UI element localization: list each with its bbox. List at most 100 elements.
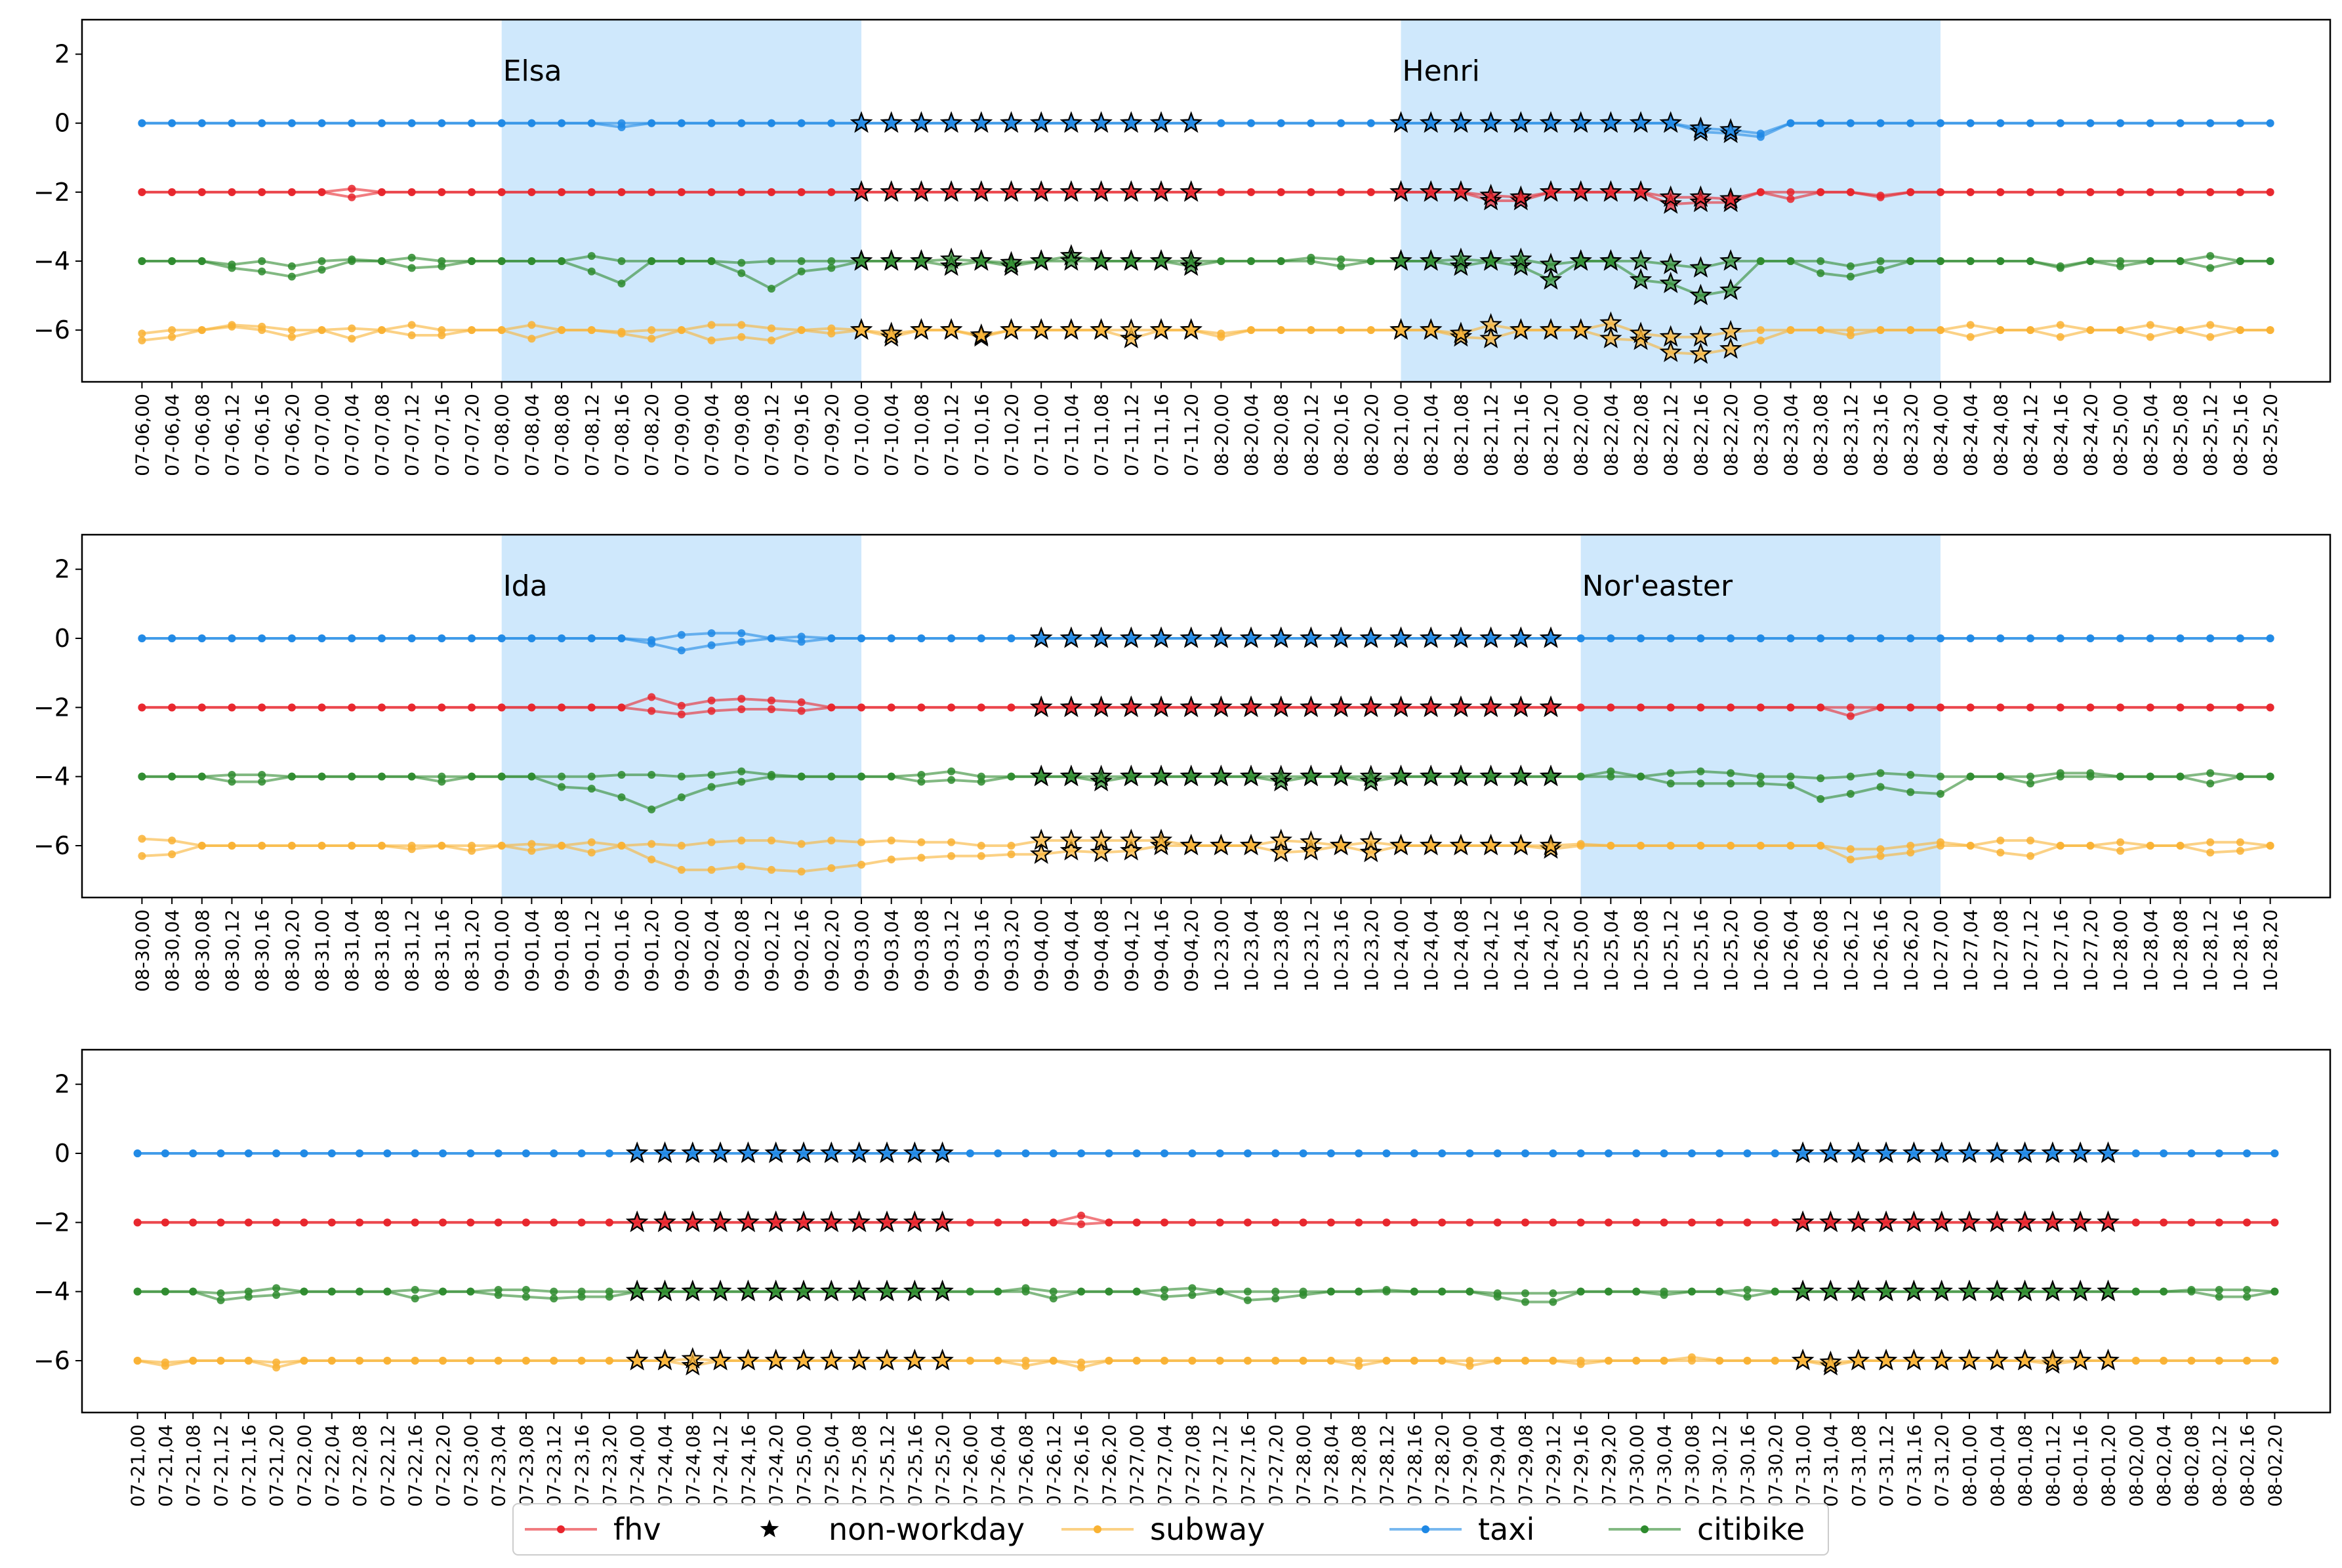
nonworkday-star xyxy=(1449,111,1473,133)
x-tick-label: 08-31,04 xyxy=(341,909,363,992)
data-point xyxy=(827,324,836,333)
x-tick-label: 09-03,04 xyxy=(881,909,903,992)
data-point xyxy=(356,1287,364,1296)
data-point xyxy=(577,1218,586,1227)
data-point xyxy=(466,1357,475,1365)
data-point xyxy=(1687,1287,1696,1296)
data-point xyxy=(737,629,746,638)
data-point xyxy=(1077,1358,1086,1367)
data-point xyxy=(827,257,836,265)
data-point xyxy=(1576,634,1585,642)
data-point xyxy=(1493,1289,1502,1298)
data-point xyxy=(1549,1149,1557,1157)
data-point xyxy=(2176,257,2185,265)
data-point xyxy=(1876,192,1885,200)
x-tick-label: 09-01,12 xyxy=(581,909,603,992)
data-point xyxy=(966,1218,974,1227)
data-point xyxy=(966,1357,974,1365)
data-point xyxy=(1337,262,1346,270)
nonworkday-star xyxy=(1029,180,1053,202)
data-point xyxy=(737,321,746,329)
data-point xyxy=(1188,1218,1197,1227)
nonworkday-star xyxy=(1510,185,1532,207)
nonworkday-star xyxy=(1510,695,1532,718)
data-point xyxy=(857,860,866,869)
nonworkday-star xyxy=(850,318,873,340)
nonworkday-star xyxy=(1359,764,1383,787)
nonworkday-star xyxy=(1090,111,1113,133)
data-point xyxy=(527,321,536,329)
x-tick-label: 07-11,00 xyxy=(1031,394,1052,476)
nonworkday-star xyxy=(1719,278,1742,300)
x-tick-label: 07-24,12 xyxy=(710,1424,731,1507)
nonworkday-star xyxy=(1449,695,1473,718)
data-point xyxy=(2270,1149,2279,1157)
data-point xyxy=(2026,119,2035,127)
x-tick-label: 07-28,20 xyxy=(1431,1424,1453,1507)
data-point xyxy=(161,1358,169,1367)
legend-label: citibike xyxy=(1697,1512,1805,1547)
x-tick-label: 09-04,12 xyxy=(1120,909,1142,992)
nonworkday-star xyxy=(1986,1210,2009,1233)
y-tick-label: −2 xyxy=(33,693,70,722)
data-point xyxy=(1786,703,1795,712)
data-point xyxy=(1817,703,1825,712)
data-point xyxy=(1576,1218,1585,1227)
data-point xyxy=(947,767,956,775)
chart-legend: fhv non-workday subway taxi citibike xyxy=(512,1503,1829,1556)
data-point xyxy=(707,865,716,874)
nonworkday-star xyxy=(1629,268,1653,290)
data-point xyxy=(1216,1149,1224,1157)
data-point xyxy=(439,1287,447,1296)
data-point xyxy=(527,119,536,127)
data-point xyxy=(1846,262,1855,270)
data-point xyxy=(228,634,236,642)
data-point xyxy=(228,321,236,329)
data-point xyxy=(1786,634,1795,642)
data-point xyxy=(1632,1218,1641,1227)
nonworkday-star xyxy=(970,323,993,345)
nonworkday-star xyxy=(1090,695,1113,718)
data-point xyxy=(438,842,446,850)
x-tick-label: 07-25,04 xyxy=(821,1424,842,1507)
data-point xyxy=(1876,266,1885,274)
nonworkday-star xyxy=(910,111,933,133)
nonworkday-star xyxy=(1419,764,1443,787)
data-point xyxy=(558,119,566,127)
nonworkday-star xyxy=(1269,840,1292,863)
x-tick-label: 07-27,08 xyxy=(1181,1424,1203,1507)
nonworkday-star xyxy=(1329,833,1353,856)
data-point xyxy=(1756,842,1765,850)
nonworkday-star xyxy=(939,318,963,340)
data-point xyxy=(216,1296,225,1304)
data-point xyxy=(258,634,266,642)
data-point xyxy=(2146,321,2154,329)
data-point xyxy=(1660,1218,1668,1227)
nonworkday-star xyxy=(1479,327,1502,348)
data-point xyxy=(1105,1149,1113,1157)
x-tick-label: 09-01,20 xyxy=(641,909,663,992)
data-point xyxy=(1632,1357,1641,1365)
nonworkday-star xyxy=(1629,321,1653,344)
data-point xyxy=(272,1284,281,1292)
data-point xyxy=(1466,1149,1474,1157)
nonworkday-star xyxy=(1059,828,1083,850)
nonworkday-star xyxy=(931,1279,954,1302)
nonworkday-star xyxy=(625,1141,649,1163)
data-point xyxy=(2160,1218,2168,1227)
nonworkday-star xyxy=(931,1141,954,1163)
data-point xyxy=(1216,1218,1224,1227)
data-point xyxy=(2026,326,2035,335)
data-point xyxy=(647,771,656,779)
data-point xyxy=(587,703,596,712)
data-point xyxy=(2206,321,2215,329)
nonworkday-star xyxy=(792,1210,815,1233)
nonworkday-star xyxy=(1119,838,1143,861)
data-point xyxy=(617,634,626,642)
data-point xyxy=(2131,1149,2140,1157)
data-point xyxy=(737,777,746,786)
data-point xyxy=(1996,326,2005,335)
data-point xyxy=(587,119,596,127)
data-point xyxy=(558,634,566,642)
data-point xyxy=(2176,119,2185,127)
